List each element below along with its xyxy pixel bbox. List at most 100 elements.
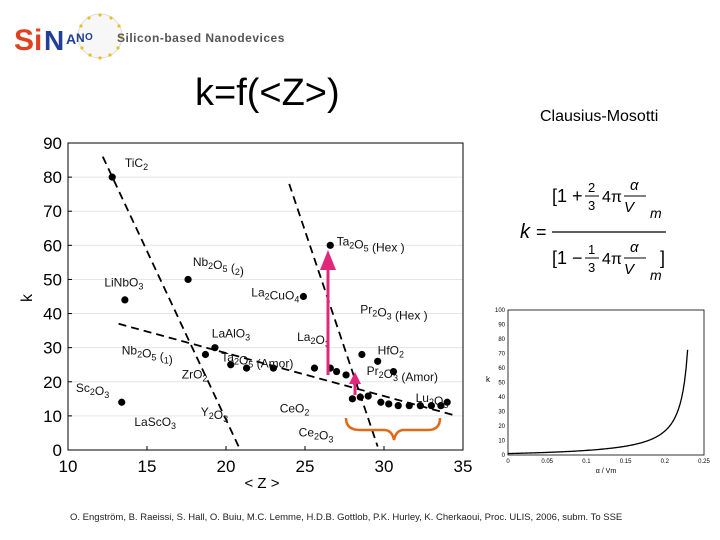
data-point xyxy=(333,367,341,376)
data-point xyxy=(121,296,129,304)
mini-y-tick-label: 10 xyxy=(498,439,505,445)
mini-x-tick-label: 0.1 xyxy=(582,459,591,465)
mini-x-tick-label: 0.25 xyxy=(698,459,710,465)
y-tick-label: 70 xyxy=(43,202,62,221)
plot-frame xyxy=(67,142,464,451)
x-tick-label: 25 xyxy=(296,457,315,476)
svg-text:3: 3 xyxy=(588,260,595,275)
data-point xyxy=(242,364,251,372)
svg-text:V: V xyxy=(624,199,636,216)
point-labels: TiC2 Ta2O5 (Hex ) Nb2O5 (2) LiNbO3 La2CuO4 La… xyxy=(76,156,448,444)
y-tick-label: 40 xyxy=(43,305,62,324)
point-label: La2CuO4 xyxy=(251,286,299,305)
svg-text:m: m xyxy=(650,267,662,283)
x-tick-label: 10 xyxy=(59,457,78,476)
svg-text:i: i xyxy=(34,24,42,57)
page-title: k=f(<Z>) xyxy=(195,72,340,114)
svg-text:2: 2 xyxy=(588,180,595,195)
point-label: Pr2O3 (Hex ) xyxy=(360,303,427,323)
data-point xyxy=(358,350,366,359)
clausius-mosotti-curve-chart: 0 0.05 0.1 0.15 0.2 0.25 0 10 20 30 40 50 60 70 80 90 10… xyxy=(486,308,710,475)
svg-text:N: N xyxy=(44,25,64,56)
mini-x-tick-label: 0.15 xyxy=(620,459,632,465)
mini-x-tick-label: 0 xyxy=(506,459,510,465)
mini-y-axis-label: k xyxy=(486,375,491,384)
mini-y-tick-label: 40 xyxy=(498,395,505,401)
data-point xyxy=(416,402,424,410)
mini-y-tick-label: 80 xyxy=(498,337,505,343)
point-label: TiC2 xyxy=(125,156,148,172)
data-point xyxy=(437,402,445,410)
arrow-head-ta2o5 xyxy=(320,250,336,270)
svg-text:[1 +: [1 + xyxy=(552,186,583,206)
svg-text:N: N xyxy=(76,31,85,45)
svg-text:α: α xyxy=(630,239,639,256)
svg-text:S: S xyxy=(14,24,34,57)
point-label: Nb2O5 (1) xyxy=(122,343,173,366)
mini-x-axis-label: α / Vm xyxy=(596,468,617,475)
data-point xyxy=(364,392,372,400)
mini-y-tick-label: 30 xyxy=(498,410,505,416)
data-point xyxy=(184,275,192,284)
data-point xyxy=(377,398,385,406)
svg-text:α: α xyxy=(630,177,639,194)
data-point xyxy=(310,364,319,372)
data-point xyxy=(389,367,398,376)
data-point xyxy=(356,393,364,401)
y-tick-label: 20 xyxy=(43,373,62,392)
point-label: Sc2O3 xyxy=(76,381,109,400)
mini-x-tick-label: 0.2 xyxy=(661,459,670,465)
y-tick-label: 50 xyxy=(43,270,62,289)
mini-y-tick-label: 60 xyxy=(498,366,505,372)
x-axis-label: < Z > xyxy=(244,475,279,492)
trend-line xyxy=(118,322,457,417)
mini-y-tick-label: 50 xyxy=(498,381,505,387)
data-point xyxy=(118,398,126,406)
svg-text:1: 1 xyxy=(588,242,595,257)
point-label: LaScO3 xyxy=(134,415,176,431)
svg-text:=: = xyxy=(536,222,547,242)
point-label: CeO2 xyxy=(280,401,310,417)
data-point xyxy=(427,402,435,410)
mini-y-tick-label: 70 xyxy=(498,352,505,358)
x-tick-label: 15 xyxy=(138,457,157,476)
point-label: HfO2 xyxy=(378,343,404,359)
mini-curve xyxy=(507,349,689,455)
mini-y-tick-label: 0 xyxy=(502,453,506,459)
data-point xyxy=(299,292,308,301)
data-point xyxy=(108,173,116,181)
svg-text:V: V xyxy=(624,261,636,278)
mini-y-tick-label: 100 xyxy=(495,308,506,314)
data-point xyxy=(405,402,413,410)
point-label: Y2O3 xyxy=(201,405,228,424)
y-tick-label: 90 xyxy=(43,134,62,153)
point-label: LaAlO3 xyxy=(212,326,250,342)
point-label: ZrO2 xyxy=(182,367,208,383)
trend-line xyxy=(288,183,379,447)
svg-text:3: 3 xyxy=(588,198,595,213)
data-point xyxy=(211,344,219,352)
x-tick-label: 20 xyxy=(217,457,236,476)
trend-lines xyxy=(101,156,457,447)
clausius-mosotti-formula: k = [1 + 2 3 4π α V m [1 − 1 3 4π α V m … xyxy=(520,177,666,283)
point-label: Ce2O3 xyxy=(299,425,334,444)
data-point xyxy=(385,400,393,408)
mini-plot-frame xyxy=(507,309,705,456)
brace-lanthanides xyxy=(344,417,442,441)
annotations xyxy=(320,250,442,441)
data-point xyxy=(374,357,382,365)
x-tick-label: 30 xyxy=(375,457,394,476)
y-tick-label: 80 xyxy=(43,168,62,187)
svg-text:A: A xyxy=(66,31,76,47)
svg-text:m: m xyxy=(650,205,662,221)
side-title: Clausius-Mosotti xyxy=(540,108,659,125)
y-tick-label: 10 xyxy=(43,407,62,426)
mini-y-tick-label: 20 xyxy=(498,424,505,430)
logo-tagline: Silicon-based Nanodevices xyxy=(117,31,285,45)
point-label: Ta2O5 (Hex ) xyxy=(337,234,405,254)
data-point xyxy=(227,361,235,369)
data-points xyxy=(108,173,451,410)
point-label: Ta2O5 (Amor) xyxy=(221,350,293,370)
